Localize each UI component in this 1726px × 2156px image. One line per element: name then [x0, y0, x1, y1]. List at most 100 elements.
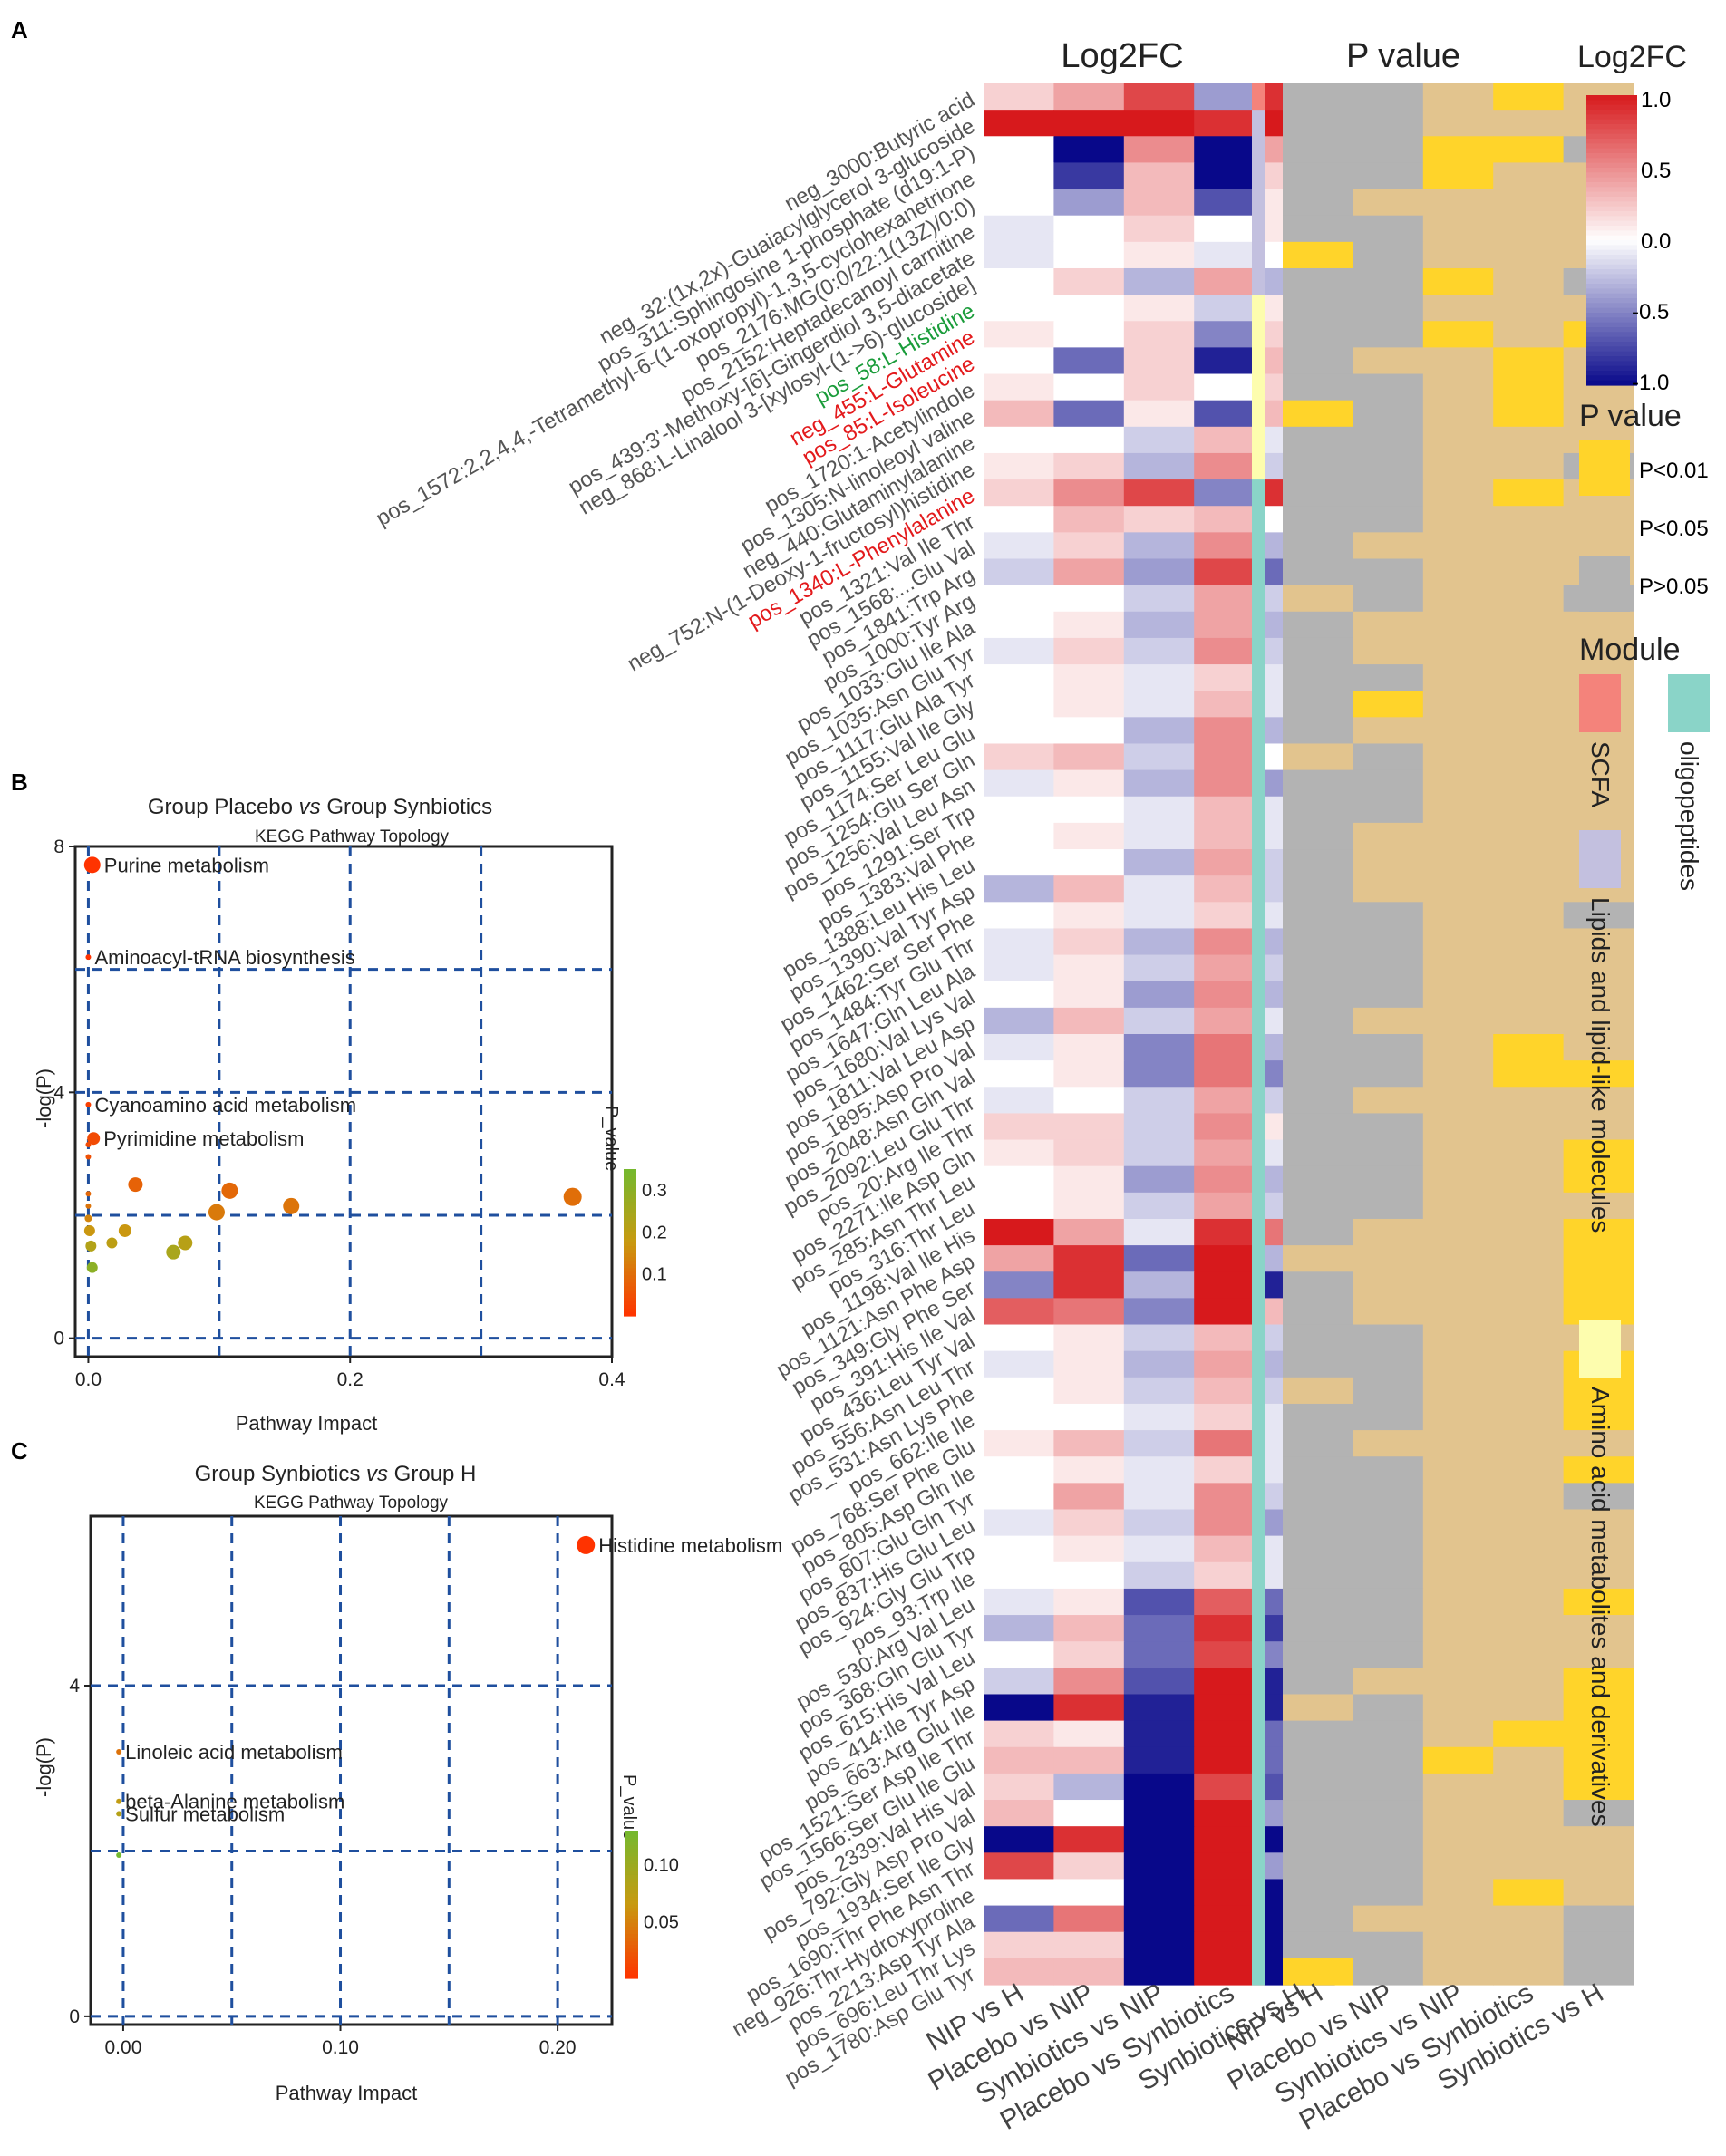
- pvalue-cell: [1283, 215, 1353, 243]
- colorbar-step: [625, 1890, 638, 1894]
- fc-scale-step: [1586, 197, 1637, 202]
- heatmap-cell: [984, 189, 1054, 217]
- module-cell: [1252, 1034, 1265, 1061]
- pvalue-cell: [1493, 479, 1565, 507]
- heatmap-cell: [984, 1641, 1054, 1668]
- pvalue-cell: [1493, 902, 1565, 930]
- fc-scale-step: [1586, 342, 1637, 347]
- pvalue-cell: [1353, 611, 1424, 639]
- heatmap-cell: [1053, 796, 1125, 824]
- module-cell: [1252, 1800, 1265, 1827]
- pvalue-cell: [1493, 1192, 1565, 1220]
- pvalue-cell: [1353, 1034, 1424, 1061]
- pathway-point: [563, 1187, 582, 1206]
- heatmap-cell: [1123, 267, 1195, 295]
- pvalue-cell: [1283, 875, 1353, 903]
- pvalue-cell: [1422, 717, 1494, 745]
- fc-scale-step: [1586, 162, 1637, 169]
- fc-scale-step: [1586, 182, 1637, 188]
- pvalue-cell: [1283, 902, 1353, 930]
- plot-b-title-part-1: Group Placebo: [148, 795, 299, 819]
- pvalue-cell: [1493, 189, 1565, 217]
- fc-scale-step: [1586, 191, 1637, 198]
- pvalue-cell: [1283, 1931, 1353, 1959]
- pvalue-cell: [1283, 136, 1353, 164]
- pvalue-cell: [1283, 822, 1353, 850]
- pvalue-cell: [1353, 1007, 1424, 1035]
- pvalue-cell: [1422, 691, 1494, 718]
- pathway-label: beta-Alanine metabolism: [125, 1791, 344, 1813]
- colorbar-step: [625, 1856, 638, 1861]
- fc-scale-step: [1586, 216, 1637, 222]
- module-cell: [1252, 426, 1265, 454]
- module-cell: [1252, 875, 1265, 903]
- plot-c-colorbar-title: P_value: [619, 1774, 639, 1840]
- pathway-point: [577, 1535, 596, 1554]
- colorbar-step: [624, 1279, 636, 1284]
- colorbar-step: [624, 1220, 636, 1225]
- pathway-plot-c: Group Synbiotics vs Group H KEGG Pathway…: [33, 1462, 782, 2104]
- pvalue-cell: [1283, 1668, 1353, 1696]
- pvalue-cell: [1563, 1746, 1634, 1774]
- pvalue-cell: [1563, 1087, 1634, 1115]
- module-cell: [1252, 136, 1265, 164]
- heatmap-cell: [1053, 1007, 1125, 1035]
- heatmap-cell: [984, 373, 1054, 401]
- colorbar-tick-label: 0.10: [644, 1856, 679, 1876]
- pvalue-cell: [1422, 1245, 1494, 1272]
- pvalue-cell: [1493, 400, 1565, 428]
- pvalue-cell: [1563, 1192, 1634, 1220]
- colorbar-step: [625, 1959, 638, 1965]
- pvalue-cell: [1493, 136, 1565, 164]
- module-cell: [1252, 1588, 1265, 1616]
- colorbar-step: [624, 1242, 636, 1247]
- heatmap-cell: [984, 664, 1054, 691]
- pvalue-cell: [1493, 1694, 1565, 1722]
- colorbar-step: [624, 1202, 636, 1207]
- pvalue-cell: [1422, 1113, 1494, 1141]
- pvalue-cell: [1493, 506, 1565, 533]
- colorbar-step: [624, 1282, 636, 1288]
- module-cell: [1252, 1350, 1265, 1378]
- pvalue-cell: [1283, 400, 1353, 428]
- pvalue-cell: [1283, 1483, 1353, 1511]
- fc-scale-step: [1586, 317, 1637, 324]
- pvalue-cell: [1493, 1931, 1565, 1959]
- heatmap-cell: [1123, 796, 1195, 824]
- heatmap-cell: [1053, 400, 1125, 428]
- pvalue-cell: [1493, 1879, 1565, 1907]
- pvalue-cell: [1493, 83, 1565, 111]
- pvalue-cell: [1283, 691, 1353, 718]
- pvalue-cell: [1493, 981, 1565, 1009]
- legend-fc-tick-2: 0.5: [1641, 159, 1671, 183]
- heatmap-cell: [1123, 1165, 1195, 1194]
- heatmap-cell: [1123, 400, 1195, 428]
- module-cell: [1252, 1720, 1265, 1748]
- plot-c-title-vs: vs: [366, 1462, 388, 1486]
- module-cell: [1252, 347, 1265, 375]
- heatmap-cell: [984, 1218, 1054, 1246]
- module-cell: [1252, 822, 1265, 850]
- pvalue-cell: [1353, 241, 1424, 269]
- heatmap-cell: [984, 928, 1054, 956]
- pvalue-cell: [1353, 321, 1424, 348]
- pvalue-cell: [1563, 981, 1634, 1009]
- module-cell: [1252, 267, 1265, 295]
- heatmap-cell: [1123, 1113, 1195, 1141]
- module-cell: [1252, 532, 1265, 560]
- pvalue-cell: [1563, 400, 1634, 428]
- colorbar-step: [624, 1234, 636, 1240]
- pvalue-cell: [1563, 1879, 1634, 1907]
- module-cell: [1252, 1007, 1265, 1035]
- pvalue-cell: [1563, 1060, 1634, 1088]
- heatmap-cell: [1123, 1218, 1195, 1246]
- heatmap-cell: [1053, 717, 1125, 745]
- colorbar-step: [625, 1908, 638, 1913]
- legend-module-swatch-scfa: [1579, 674, 1621, 732]
- fc-scale-step: [1586, 269, 1637, 275]
- heatmap-cell: [984, 1588, 1054, 1616]
- pvalue-cell: [1422, 1377, 1494, 1405]
- colorbar-step: [624, 1286, 636, 1291]
- legend-p-label-ns: P>0.05: [1639, 575, 1709, 599]
- module-cell: [1252, 558, 1265, 586]
